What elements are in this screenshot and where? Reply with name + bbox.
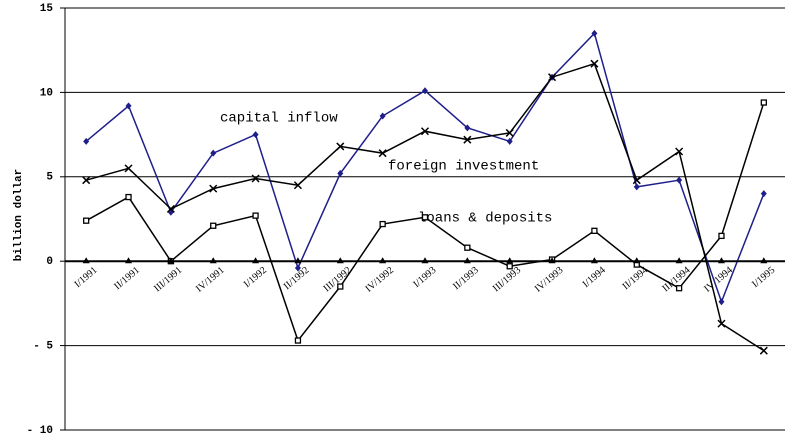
- point: [166, 204, 175, 213]
- point: [718, 232, 725, 240]
- x-tick-label: II/1991: [112, 265, 142, 292]
- y-tick-label: - 10: [27, 425, 53, 436]
- point: [294, 337, 302, 344]
- x-tick-label: IV/1992: [363, 265, 396, 295]
- point: [252, 212, 259, 219]
- x-tick-label: II/1993: [451, 265, 481, 292]
- point: [209, 257, 217, 264]
- point: [675, 257, 683, 264]
- point: [759, 346, 768, 355]
- point: [422, 87, 428, 95]
- point: [590, 257, 598, 264]
- point: [633, 257, 641, 264]
- series-line: [85, 62, 765, 352]
- point: [210, 149, 217, 157]
- point: [125, 102, 132, 110]
- point: [379, 112, 386, 120]
- point: [506, 257, 514, 264]
- point: [463, 257, 471, 264]
- point: [167, 257, 175, 264]
- point: [82, 257, 90, 264]
- y-tick-label: 0: [46, 256, 53, 268]
- point: [632, 176, 641, 185]
- point: [760, 257, 768, 264]
- point: [717, 257, 725, 264]
- point: [591, 29, 598, 37]
- point: [252, 257, 260, 264]
- point: [210, 222, 217, 229]
- point: [506, 263, 513, 270]
- point: [464, 124, 471, 132]
- point: [336, 142, 345, 151]
- point: [760, 190, 767, 198]
- point: [717, 319, 726, 328]
- point: [83, 217, 90, 224]
- point: [548, 73, 557, 82]
- point: [294, 264, 301, 272]
- point: [252, 131, 259, 139]
- annotation: capital inflow: [220, 111, 338, 127]
- point: [337, 283, 344, 290]
- point: [209, 184, 218, 193]
- point: [378, 149, 387, 158]
- point: [125, 193, 132, 201]
- point: [548, 257, 556, 264]
- point: [379, 220, 386, 228]
- point: [675, 147, 684, 156]
- x-tick-label: I/1995: [750, 265, 777, 290]
- y-axis-label: billion dollar: [13, 169, 25, 261]
- point: [760, 99, 767, 106]
- annotation: foreign investment: [388, 159, 539, 175]
- point: [421, 214, 429, 221]
- point: [633, 183, 640, 191]
- point: [590, 59, 599, 68]
- point: [718, 298, 725, 306]
- y-tick-label: 5: [46, 172, 53, 184]
- y-tick-label: - 5: [33, 341, 53, 353]
- y-tick-label: 15: [40, 3, 54, 15]
- point: [676, 176, 683, 184]
- point: [83, 137, 90, 145]
- point: [379, 257, 387, 264]
- point: [336, 257, 344, 264]
- point: [125, 257, 133, 264]
- x-tick-label: III/1991: [152, 265, 184, 294]
- point: [337, 169, 344, 177]
- point: [251, 174, 260, 183]
- annotation: loans & deposits: [418, 211, 552, 227]
- point: [420, 127, 430, 136]
- x-tick-label: I/1992: [242, 265, 269, 290]
- point: [124, 164, 133, 173]
- x-tick-label: I/1994: [581, 265, 608, 290]
- point: [591, 227, 598, 234]
- point: [506, 137, 513, 145]
- x-tick-label: IV/1993: [533, 265, 566, 295]
- x-tick-label: IV/1991: [194, 265, 227, 295]
- x-tick-label: I/1991: [73, 265, 100, 290]
- point: [421, 257, 429, 264]
- x-tick-label: I/1993: [411, 265, 438, 290]
- point: [463, 135, 472, 144]
- point: [464, 244, 471, 251]
- point: [675, 285, 683, 292]
- point: [82, 176, 91, 185]
- y-tick-label: 10: [40, 87, 53, 99]
- point: [293, 181, 302, 190]
- point: [294, 257, 302, 264]
- point: [505, 128, 514, 137]
